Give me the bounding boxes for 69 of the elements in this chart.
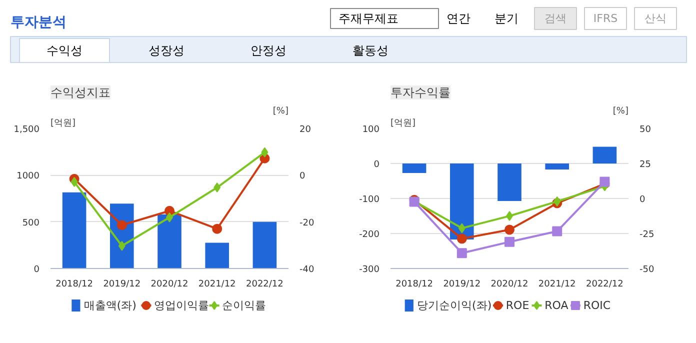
point (456, 248, 467, 258)
x-tick-label: 2020/12 (150, 280, 188, 290)
point (261, 147, 268, 158)
point (458, 223, 466, 234)
point (70, 176, 78, 187)
x-tick-label: 2021/12 (538, 280, 576, 290)
y2-tick-label: 0 (300, 172, 306, 182)
y2-axis-title: [%] (272, 106, 289, 116)
legend-label: ROA (544, 299, 569, 312)
bar (205, 242, 229, 268)
y-tick-label: 0 (374, 160, 380, 170)
point (506, 211, 513, 221)
y-tick-label: 1,500 (14, 125, 40, 135)
chart-title: 투자수익률 (390, 86, 450, 100)
y2-tick-label: 50 (640, 125, 652, 135)
point (504, 224, 514, 235)
point (214, 182, 221, 193)
chart-title: 수익성지표 (50, 86, 110, 100)
x-tick-label: 2018/12 (396, 280, 433, 290)
legend-label: 영업이익률 (154, 299, 210, 312)
bar (252, 222, 277, 268)
y2-tick-label: -40 (300, 265, 314, 275)
category-label: 안정성 (250, 44, 286, 58)
category-label: 수익성 (46, 44, 82, 58)
y-tick-label: -100 (359, 195, 380, 205)
y-tick-label: -300 (359, 265, 380, 275)
x-tick-label: 2019/12 (103, 280, 141, 290)
legend-label: 매출액(좌) (84, 299, 136, 312)
bar (158, 214, 182, 268)
y2-tick-label: -50 (640, 265, 654, 275)
x-tick-label: 2021/12 (198, 280, 236, 290)
x-tick-label: 2020/12 (490, 280, 528, 290)
legend-label: ROE (506, 299, 530, 312)
text: 투자분석 (10, 14, 66, 30)
x-tick-label: 2022/12 (586, 280, 624, 290)
y-tick-label: 1000 (16, 172, 40, 182)
y-axis-title: [억원] (390, 118, 416, 128)
y2-tick-label: -20 (300, 218, 314, 228)
text: 산식 (644, 12, 666, 25)
category-label: 활동성 (352, 44, 388, 58)
x-tick-label: 2018/12 (56, 280, 93, 290)
legend-label: 당기순이익(좌) (417, 299, 492, 312)
point (116, 220, 127, 230)
category-label: 성장성 (148, 44, 184, 58)
y2-tick-label: 20 (300, 125, 312, 135)
legend-label: 순이익률 (222, 299, 266, 312)
y-tick-label: -200 (359, 230, 380, 240)
point (212, 224, 222, 234)
y-tick-label: 100 (362, 125, 380, 135)
y-axis-title: [억원] (50, 118, 76, 128)
y2-axis-title: [%] (612, 106, 629, 116)
y2-tick-label: 0 (640, 195, 646, 205)
text: 분기 (494, 12, 518, 26)
y-tick-label: 0 (34, 265, 40, 275)
point (552, 226, 562, 236)
x-tick-label: 2022/12 (246, 280, 284, 290)
text: 연간 (446, 12, 470, 26)
text: 검색 (544, 12, 566, 25)
point (456, 234, 467, 244)
text: 주재무제표 (338, 12, 398, 26)
point (504, 236, 514, 247)
y2-tick-label: 25 (640, 160, 651, 170)
bar (62, 192, 86, 268)
text: IFRS (593, 12, 618, 25)
point (118, 240, 126, 251)
y-tick-label: 500 (22, 218, 40, 228)
x-tick-label: 2019/12 (443, 280, 481, 290)
y2-tick-label: -25 (640, 230, 654, 240)
legend-label: ROIC (583, 299, 611, 312)
